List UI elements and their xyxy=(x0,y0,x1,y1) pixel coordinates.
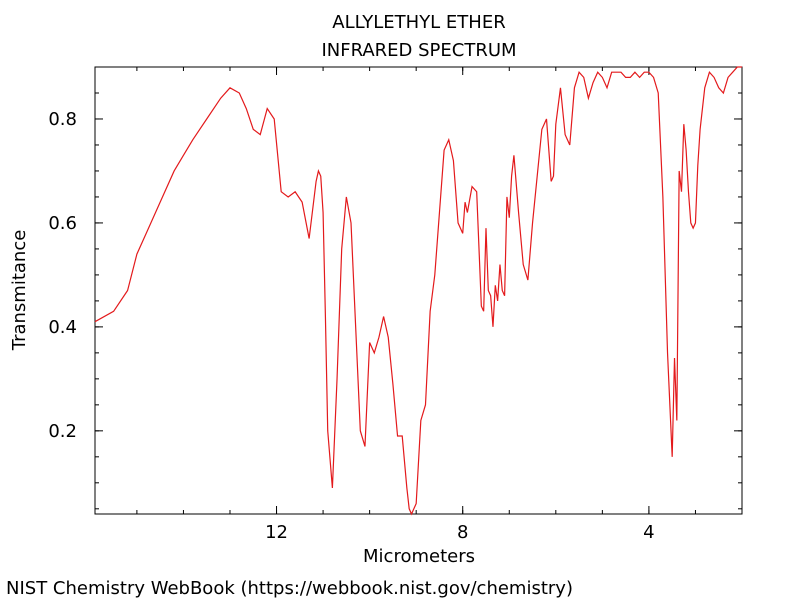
plot-area xyxy=(94,66,743,515)
y-tick-label: 0.2 xyxy=(48,421,77,442)
y-tick-label: 0.8 xyxy=(48,109,77,130)
x-tick-label: 12 xyxy=(265,522,288,543)
y-tick-label: 0.6 xyxy=(48,213,77,234)
tick-labels-layer: 12 8 4 0.2 0.4 0.6 0.8 xyxy=(48,109,654,543)
chart-title: ALLYLETHYL ETHER xyxy=(332,12,505,33)
chart-subtitle: INFRARED SPECTRUM xyxy=(321,40,516,61)
y-axis-label: Transmitance xyxy=(9,230,30,352)
ticks-layer xyxy=(95,67,743,514)
credit-text: NIST Chemistry WebBook (https://webbook.… xyxy=(6,578,573,599)
x-tick-label: 4 xyxy=(643,522,654,543)
x-tick-label: 8 xyxy=(457,522,468,543)
y-tick-label: 0.4 xyxy=(48,317,77,338)
spectrum-line xyxy=(94,66,742,516)
x-axis-label: Micrometers xyxy=(363,546,475,567)
